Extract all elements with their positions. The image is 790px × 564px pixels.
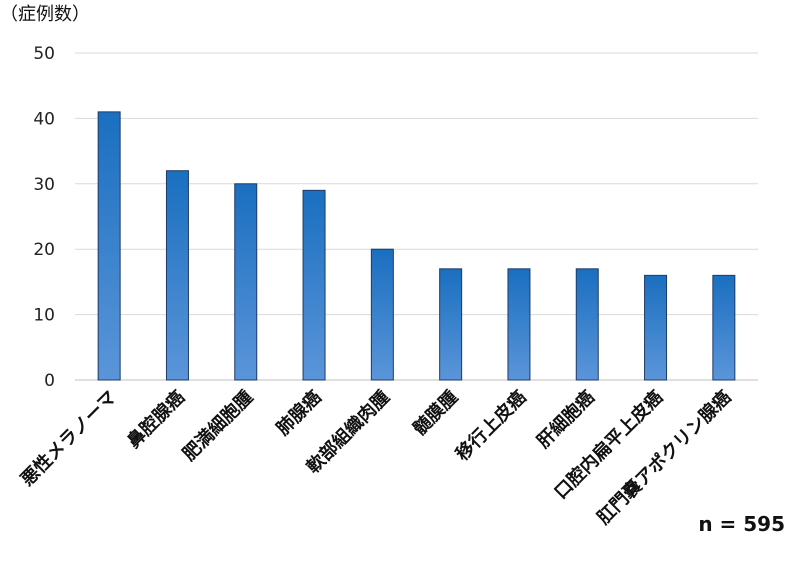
bar-7	[575, 268, 599, 381]
bar-2	[234, 183, 258, 381]
y-tick-label: 0	[44, 371, 55, 391]
y-tick-label: 40	[33, 109, 55, 129]
y-tick-label: 20	[33, 240, 55, 260]
category-label: 悪性メラノーマ	[16, 386, 120, 490]
y-tick-labels: 0 10 20 30 40 50	[33, 44, 55, 391]
category-label: 肝細胞癌	[532, 386, 598, 452]
category-label: 移行上皮癌	[451, 386, 530, 465]
y-axis-unit-label: （症例数）	[0, 4, 90, 25]
bar-0	[97, 111, 121, 381]
bar-4	[370, 248, 394, 381]
category-label: 肥満細胞腫	[177, 386, 257, 466]
category-label: 肺腺癌	[272, 386, 326, 440]
y-tick-label: 50	[33, 44, 55, 64]
bars	[97, 111, 736, 381]
category-label: 鼻腔腺癌	[123, 386, 189, 452]
bar-5	[439, 268, 463, 381]
bar-6	[507, 268, 531, 381]
y-tick-label: 10	[33, 306, 55, 326]
bar-9	[712, 274, 736, 381]
bar-1	[165, 170, 189, 381]
sample-size-annotation: n = 595	[698, 512, 785, 536]
bar-8	[644, 274, 668, 381]
category-label: 肛門嚢アポクリン腺癌	[593, 386, 736, 529]
category-label: 髄膜腫	[408, 386, 462, 440]
bar-3	[302, 189, 326, 381]
y-tick-label: 30	[33, 175, 55, 195]
